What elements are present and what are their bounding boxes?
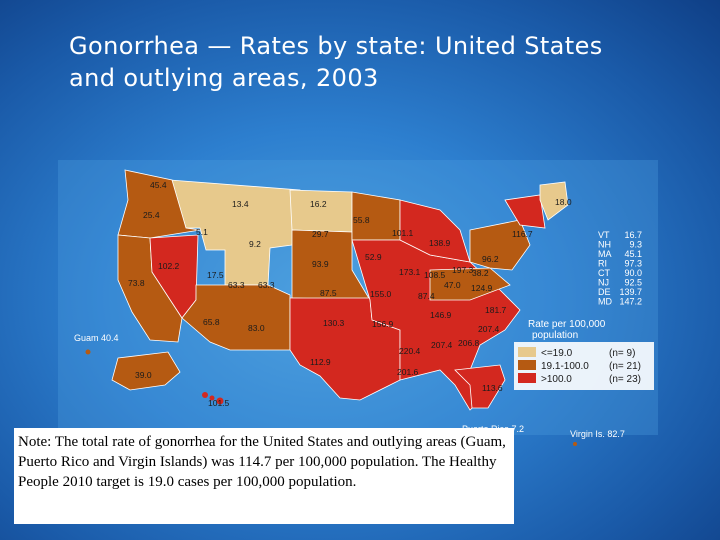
- ne-value-nh: 9.3: [629, 240, 642, 250]
- state-rate-label-ne: 93.9: [312, 259, 329, 269]
- state-hi-2: [209, 395, 215, 401]
- guam-label: Guam 40.4: [74, 333, 119, 343]
- state-ak: [111, 351, 181, 391]
- virgin-is-label: Virgin Is. 82.7: [570, 429, 625, 439]
- ne-abbr-vt: VT: [598, 230, 610, 240]
- legend-box: [514, 342, 654, 390]
- state-me: [539, 181, 569, 221]
- state-rate-label-nm: 65.8: [203, 317, 220, 327]
- state-rate-label-va: 47.0: [444, 280, 461, 290]
- slide-title: Gonorrhea — Rates by state: United State…: [69, 30, 669, 94]
- legend-range-2: >100.0: [541, 374, 572, 385]
- state-nd-sd: [289, 189, 353, 233]
- state-rate-label-ks: 87.5: [320, 288, 337, 298]
- northeast-list: VT 16.7 NH 9.3 MA 45.1 RI 97.3 CT 90.0 NJ 92.5 DE 139…: [598, 230, 642, 307]
- state-rate-label-az: 63.3: [228, 280, 245, 290]
- state-rate-label-ms2: 201.6: [397, 367, 419, 377]
- state-rate-label-wa: 45.4: [150, 180, 167, 190]
- state-rate-label-mt: 13.4: [232, 199, 249, 209]
- ne-abbr-nh: NH: [598, 240, 611, 250]
- state-rate-label-id: 5.1: [196, 227, 208, 237]
- state-hi-1: [202, 392, 208, 398]
- state-rate-label-wi: 101.1: [392, 228, 414, 238]
- state-hi-3: [216, 397, 224, 405]
- title-line-1: Gonorrhea — Rates by state: United State…: [69, 32, 603, 60]
- ne-abbr-ct: CT: [598, 268, 610, 278]
- state-rate-label-me: 18.0: [555, 197, 572, 207]
- state-rate-label-nd: 16.2: [310, 199, 327, 209]
- state-region-northwest: [117, 169, 201, 239]
- state-rate-label-ok: 130.3: [323, 318, 345, 328]
- ne-value-ri: 97.3: [624, 259, 642, 269]
- state-rate-label-ca: 73.8: [128, 278, 145, 288]
- state-rate-label-il: 173.1: [399, 267, 421, 277]
- state-labels: 45.4 25.4 73.8 5.1 102.2 13.4 9.2 17.5 63.3 63.3 6…: [128, 180, 572, 408]
- state-rate-label-ny: 116.7: [512, 229, 533, 239]
- ne-abbr-md: MD: [598, 297, 612, 307]
- ne-abbr-nj: NJ: [598, 278, 609, 288]
- ne-value-nj: 92.5: [624, 278, 642, 288]
- state-rate-label-oh: 197.3: [452, 265, 474, 275]
- state-rate-label-ak: 39.0: [135, 370, 152, 380]
- legend-title-1: Rate per 100,000: [528, 319, 606, 330]
- ne-value-md: 147.2: [619, 297, 642, 307]
- state-rate-label-in: 108.5: [424, 270, 446, 280]
- state-rate-label-wv: 38.2: [472, 268, 489, 278]
- title-line-2: and outlying areas, 2003: [69, 64, 379, 92]
- state-rate-label-sc: 181.7: [485, 305, 507, 315]
- state-region-southwest: [181, 284, 291, 351]
- state-rate-label-ga: 207.4: [478, 324, 500, 334]
- legend-swatch-1: [518, 360, 536, 370]
- state-rate-label-mi: 138.9: [429, 238, 451, 248]
- state-rate-label-ms: 207.4: [431, 340, 453, 350]
- state-rate-label-fl: 113.6: [482, 383, 503, 393]
- legend: Rate per 100,000 population <=19.0 (n= 9)…: [514, 319, 654, 390]
- legend-swatch-2: [518, 373, 536, 383]
- ne-abbr-ri: RI: [598, 259, 607, 269]
- state-rate-label-tx: 112.9: [310, 357, 331, 367]
- state-rate-label-ar: 156.9: [372, 319, 394, 329]
- state-rate-label-ky: 87.4: [418, 291, 435, 301]
- state-rate-label-la: 220.4: [399, 346, 421, 356]
- footnote: Note: The total rate of gonorrhea for th…: [18, 434, 506, 490]
- state-rate-label-al: 206.8: [458, 338, 480, 348]
- state-rate-label-co2: 83.0: [248, 323, 265, 333]
- state-rate-label-ut: 17.5: [207, 270, 224, 280]
- state-rate-label-tn: 146.9: [430, 310, 452, 320]
- ne-value-ma: 45.1: [624, 249, 642, 259]
- state-rate-label-ia: 52.9: [365, 252, 382, 262]
- ne-value-vt: 16.7: [624, 230, 642, 240]
- state-rate-label-nv: 102.2: [158, 261, 180, 271]
- state-rate-label-wy: 9.2: [249, 239, 261, 249]
- legend-count-2: (n= 23): [609, 374, 641, 385]
- guam-marker: [85, 349, 91, 355]
- state-rate-label-mo: 155.0: [370, 289, 392, 299]
- ne-value-de: 139.7: [619, 287, 642, 297]
- state-rate-label-sd: 29.7: [312, 229, 329, 239]
- state-rate-label-pa: 96.2: [482, 254, 499, 264]
- legend-count-1: (n= 21): [609, 361, 641, 372]
- virgin-is-marker: [573, 442, 577, 446]
- state-rate-label-or: 25.4: [143, 210, 160, 220]
- note-background: [14, 428, 514, 524]
- state-rate-label-nc: 124.9: [471, 283, 493, 293]
- state-rate-label-co: 63.3: [258, 280, 275, 290]
- state-fl: [454, 364, 506, 409]
- legend-range-1: 19.1-100.0: [541, 361, 589, 372]
- state-rate-label-mn: 55.8: [353, 215, 370, 225]
- state-region-northeast: [504, 194, 546, 229]
- ne-value-ct: 90.0: [624, 268, 642, 278]
- legend-swatch-0: [518, 347, 536, 357]
- legend-range-0: <=19.0: [541, 348, 573, 359]
- legend-items: <=19.0 (n= 9) 19.1-100.0 (n= 21) >100.0 (n= 2…: [518, 347, 641, 385]
- legend-title-2: population: [532, 330, 578, 341]
- state-rate-label-hi: 101.5: [208, 398, 230, 408]
- state-region-appalachia: [429, 267, 511, 301]
- state-region-plains: [291, 229, 371, 301]
- ne-abbr-ma: MA: [598, 249, 612, 259]
- legend-count-0: (n= 9): [609, 348, 635, 359]
- ne-abbr-de: DE: [598, 287, 611, 297]
